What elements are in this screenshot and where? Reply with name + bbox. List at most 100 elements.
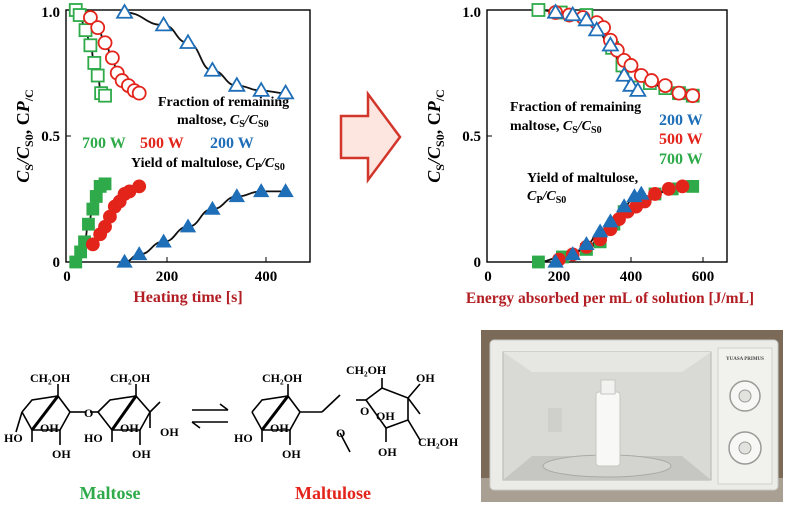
label-oh: OH: [40, 421, 59, 435]
legend-500w: 500 W: [140, 135, 184, 152]
data-point-200w-remaining: [577, 10, 596, 27]
label-ch2oh: CH₂OH: [262, 371, 303, 385]
label-ch2oh: CH₂OH: [110, 371, 151, 385]
data-point-200w-remaining: [227, 76, 246, 92]
data-point-500w-remaining: [685, 88, 701, 104]
data-point-200w-yield: [615, 198, 633, 213]
label-oh: OH: [282, 447, 301, 461]
brand-label: YUASA PRIMUS: [726, 357, 764, 362]
annotation-yield: Yield of maltulose, CP/CS0: [131, 156, 285, 173]
label-oh: OH: [376, 409, 395, 423]
label-o: O: [336, 426, 345, 440]
legend-200w: 200 W: [210, 135, 254, 152]
chart-heating-time: 1.0 0.5 0 0 200 400 Heating time [s] CS/…: [13, 3, 311, 306]
y-axis-label: CS/CS0, CP/C: [424, 89, 447, 182]
data-point-700w-remaining: [78, 23, 93, 38]
data-point-200w-remaining: [546, 3, 565, 19]
label-oh: OH: [416, 371, 435, 385]
x-axis-label: Energy absorbed per mL of solution [J/mL…: [466, 290, 754, 307]
legend-700w: 700 W: [82, 135, 126, 152]
data-point-200w-yield: [564, 246, 581, 261]
cavity-ceiling: [503, 352, 711, 372]
data-point-700w-yield: [86, 202, 100, 216]
data-point-500w-yield: [661, 182, 676, 196]
y-tick-label: 1.0: [41, 5, 60, 21]
data-point-500w-yield: [85, 237, 100, 252]
cavity-vent: [548, 408, 562, 432]
label-ho: HO: [234, 431, 253, 445]
fit-line: [124, 11, 286, 95]
label-ho: HO: [84, 431, 103, 445]
data-point-700w-remaining: [87, 56, 102, 70]
annotation-remaining-line1: Fraction of remaining: [510, 100, 641, 115]
x-tick-label: 0: [484, 269, 492, 285]
data-point-200w-remaining: [276, 83, 295, 100]
y-axis-label: CS/CS0, CP/C: [13, 89, 36, 182]
x-axis-label: Heating time [s]: [133, 289, 242, 306]
label-ho: HO: [4, 431, 23, 445]
data-point-200w-yield: [179, 218, 197, 233]
right-arrow-icon: [339, 90, 402, 184]
x-tick-label: 200: [156, 269, 179, 285]
data-point-500w-remaining: [104, 50, 120, 66]
data-point-200w-yield: [547, 253, 564, 268]
microwave-photo: YUASA PRIMUS: [481, 330, 783, 502]
label-o: O: [84, 406, 93, 420]
data-point-500w-remaining: [671, 85, 687, 101]
fit-line: [124, 190, 286, 262]
annotation-yield-line2: CP/CS0: [527, 189, 566, 206]
data-point-200w-yield: [277, 183, 294, 198]
chart-energy-absorbed: 1.0 0.5 0 0 200 400 600 Energy absorbed …: [424, 3, 754, 307]
chemical-labels: CH₂OH CH₂OH O OH OH HO OH HO OH OH CH₂OH…: [4, 363, 459, 461]
annotation-remaining-line1: Fraction of remaining: [158, 95, 289, 110]
label-oh: OH: [120, 421, 139, 435]
data-point-500w-remaining: [644, 73, 659, 88]
y-tick-label: 1.0: [462, 5, 481, 21]
data-point-200w-yield: [131, 246, 148, 261]
x-tick-label: 200: [548, 269, 571, 285]
y-tick-label: 0.5: [41, 129, 60, 145]
sample-cap: [600, 379, 616, 395]
data-point-700w-remaining: [531, 3, 546, 17]
data-point-200w-yield: [591, 223, 609, 238]
label-o: O: [360, 404, 369, 418]
x-tick-label: 400: [255, 269, 278, 285]
sample-container: [595, 391, 621, 467]
data-point-500w-remaining: [90, 20, 106, 36]
data-point-700w-yield: [532, 255, 545, 269]
label-oh: OH: [52, 447, 71, 461]
annotation-remaining-line2: maltose, CS/CS0: [510, 119, 602, 136]
legend-700w: 700 W: [659, 151, 703, 168]
data-point-500w-remaining: [97, 35, 113, 51]
data-point-700w-yield: [82, 217, 95, 231]
data-point-200w-remaining: [252, 81, 271, 97]
data-point-200w-remaining: [628, 81, 647, 97]
maltulose-name: Maltulose: [295, 483, 371, 503]
maltose-ring-2: [90, 384, 161, 445]
annotation-yield-line1: Yield of maltulose,: [527, 171, 638, 186]
data-point-500w-yield: [675, 179, 690, 194]
x-tick-label: 400: [620, 269, 643, 285]
timer-dial-knob: [738, 441, 752, 455]
maltose-ring-1: [15, 384, 86, 445]
label-oh: OH: [270, 421, 289, 435]
data-point-700w-remaining: [90, 68, 105, 83]
maltulose-ring-2: [356, 378, 421, 442]
maltulose-ring-1: [251, 384, 351, 453]
data-point-500w-remaining: [623, 58, 639, 73]
data-point-500w-remaining: [657, 78, 673, 93]
data-point-500w-remaining: [131, 85, 147, 101]
data-point-200w-remaining: [563, 5, 582, 22]
power-dial-knob: [738, 389, 752, 403]
data-point-200w-remaining: [154, 15, 173, 32]
data-point-700w-remaining: [98, 88, 112, 103]
data-point-200w-remaining: [601, 36, 620, 52]
data-point-200w-yield: [116, 253, 133, 268]
x-tick-label: 600: [692, 269, 715, 285]
data-markers: [68, 3, 295, 269]
data-point-700w-remaining: [83, 38, 98, 53]
data-point-500w-yield: [648, 187, 662, 201]
label-oh: OH: [160, 425, 179, 439]
x-tick-label: 0: [63, 269, 71, 285]
